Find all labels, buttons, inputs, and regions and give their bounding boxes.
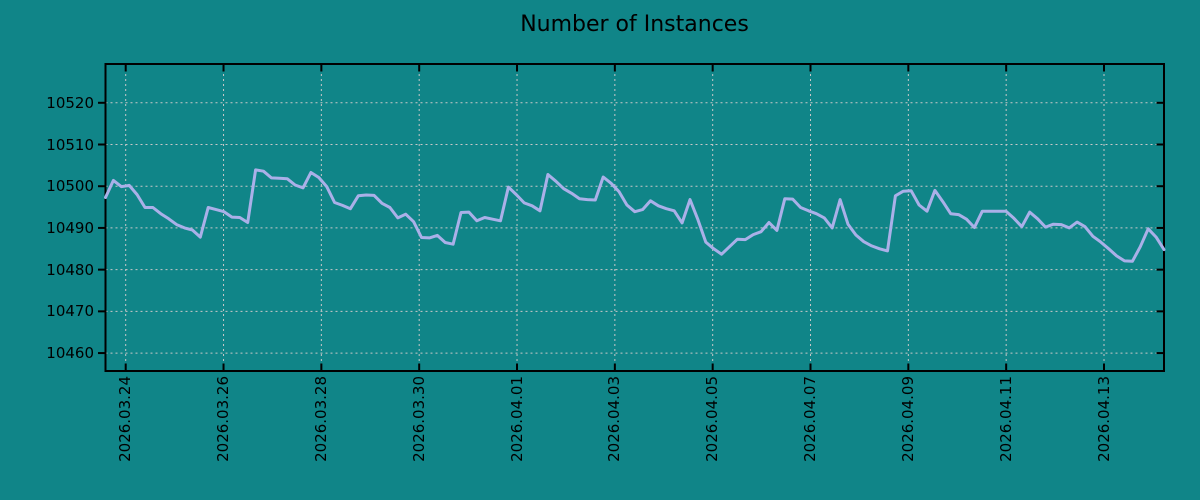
x-tick-label: 2026.04.09 (898, 376, 917, 462)
y-tick-label: 10470 (46, 302, 94, 321)
y-tick-label: 10500 (46, 177, 94, 196)
y-tick-label: 10510 (46, 135, 94, 154)
y-tick-label: 10490 (46, 218, 94, 237)
x-tick-label: 2026.04.01 (507, 376, 526, 462)
x-tick-label: 2026.04.11 (996, 376, 1015, 462)
chart-title: Number of Instances (520, 12, 749, 37)
data-line (104, 168, 1166, 263)
x-tick-label: 2026.03.26 (214, 376, 233, 462)
x-tick-label: 2026.04.05 (703, 376, 722, 462)
x-tick-label: 2026.03.28 (311, 376, 330, 462)
plot-border (104, 63, 1165, 372)
y-tick-label: 10480 (46, 260, 94, 279)
y-tick-label: 10520 (46, 93, 94, 112)
x-tick-label: 2026.03.30 (409, 376, 428, 462)
y-tick-label: 10460 (46, 344, 94, 363)
x-tick-label: 2026.04.03 (605, 376, 624, 462)
x-tick-label: 2026.04.13 (1094, 376, 1113, 462)
x-tick-label: 2026.04.07 (801, 376, 819, 462)
x-tick-label: 2026.03.24 (116, 376, 135, 462)
